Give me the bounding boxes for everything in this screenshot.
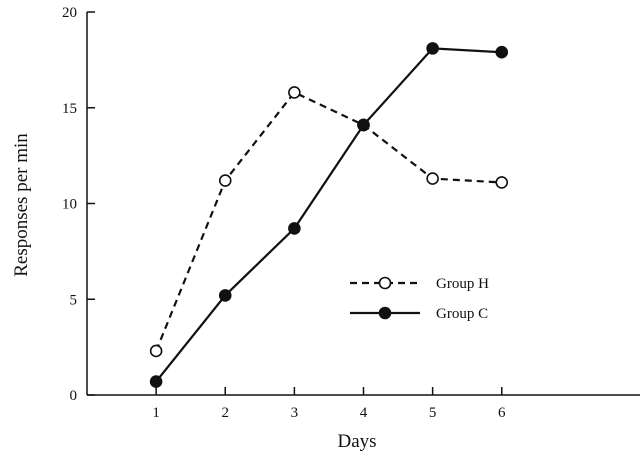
legend-marker xyxy=(378,276,392,290)
x-ticks: 1 2 3 4 5 6 xyxy=(152,387,506,421)
y-tick-label: 10 xyxy=(62,197,77,213)
data-point xyxy=(149,375,163,388)
x-tick-label: 3 xyxy=(291,405,299,421)
data-point xyxy=(218,174,232,187)
data-point xyxy=(288,86,301,99)
x-tick-label: 1 xyxy=(152,405,160,421)
data-point xyxy=(426,42,439,55)
y-tick-label: 0 xyxy=(70,388,78,404)
series-layer xyxy=(149,42,509,388)
data-point xyxy=(357,118,370,132)
series-line xyxy=(155,47,502,383)
data-point xyxy=(495,176,509,189)
x-tick-label: 2 xyxy=(222,405,230,421)
legend: Group H Group C xyxy=(350,276,489,322)
axes xyxy=(86,12,640,396)
y-tick-label: 15 xyxy=(62,101,77,117)
legend-label: Group C xyxy=(436,306,488,322)
x-tick-label: 5 xyxy=(429,405,437,421)
y-tick-label: 20 xyxy=(62,5,77,21)
x-axis-title: Days xyxy=(337,431,376,452)
data-point xyxy=(149,344,163,358)
legend-item: Group C xyxy=(350,306,488,322)
y-tick-label: 5 xyxy=(70,292,78,308)
y-axis-title: Responses per min xyxy=(11,133,32,277)
legend-item: Group H xyxy=(350,276,489,292)
data-point xyxy=(218,289,232,302)
data-point xyxy=(495,45,509,59)
series-line xyxy=(155,91,502,352)
legend-marker xyxy=(378,306,392,320)
x-tick-label: 4 xyxy=(360,405,368,421)
legend-label: Group H xyxy=(436,276,489,292)
data-point xyxy=(288,222,301,235)
y-ticks: 0 5 10 15 20 xyxy=(62,5,95,404)
data-point xyxy=(426,172,439,185)
series-group-c xyxy=(149,42,509,388)
x-tick-label: 6 xyxy=(498,405,506,421)
